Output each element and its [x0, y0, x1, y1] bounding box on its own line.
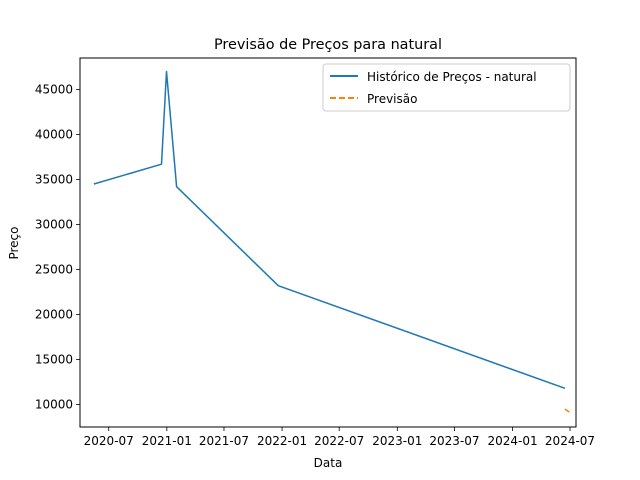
series-line-0: [93, 70, 566, 390]
x-tick-label: 2023-01: [372, 434, 422, 448]
x-tick-label: 2020-07: [84, 434, 134, 448]
x-axis-title: Data: [314, 456, 343, 470]
x-tick-label: 2023-07: [429, 434, 479, 448]
x-tick-label: 2021-01: [142, 434, 192, 448]
x-tick-label: 2022-07: [314, 434, 364, 448]
y-tick-label: 10000: [35, 398, 73, 412]
series-line-1: [564, 408, 571, 414]
legend-label-forecast: Previsão: [367, 92, 417, 106]
y-tick-label: 45000: [35, 83, 73, 97]
x-tick-label: 2021-07: [199, 434, 249, 448]
legend: Histórico de Preços - natural Previsão: [322, 63, 571, 112]
y-axis-title: Preço: [7, 226, 21, 259]
y-tick-label: 15000: [35, 353, 73, 367]
x-tick-label: 2022-01: [257, 434, 307, 448]
plot-lines: [93, 70, 571, 414]
x-tick-label: 2024-01: [487, 434, 537, 448]
y-tick-label: 40000: [35, 128, 73, 142]
y-tick-label: 25000: [35, 263, 73, 277]
y-tick-label: 20000: [35, 308, 73, 322]
y-axis: 10000 15000 20000 25000 30000 35000 40000 45000: [35, 83, 80, 412]
chart-title: Previsão de Preços para natural: [214, 37, 442, 53]
legend-box: [322, 63, 571, 112]
y-tick-label: 30000: [35, 218, 73, 232]
legend-label-history: Histórico de Preços - natural: [367, 70, 537, 84]
x-tick-label: 2024-07: [545, 434, 595, 448]
y-tick-label: 35000: [35, 173, 73, 187]
x-axis: 2020-07 2021-01 2021-07 2022-01 2022-07 2023-…: [84, 427, 595, 448]
plot-frame: [79, 57, 577, 428]
